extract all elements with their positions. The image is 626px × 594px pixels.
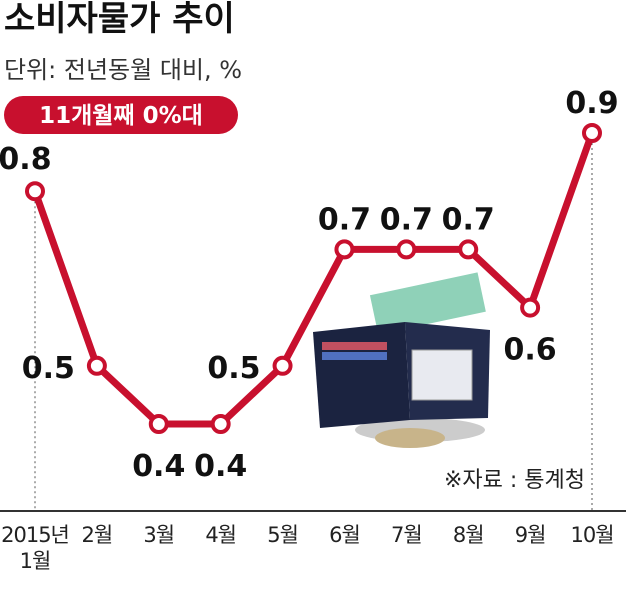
x-tick-label: 10월 <box>570 523 614 547</box>
value-label: 0.6 <box>504 333 557 368</box>
point <box>148 414 169 434</box>
wallet-illustration <box>313 272 490 448</box>
point <box>582 123 602 143</box>
value-label: 0.4 <box>194 449 247 484</box>
chart-title: 소비자물가 추이 <box>4 0 235 39</box>
x-tick-label: 4월 <box>205 523 237 547</box>
annotation: 11개월째 0%대 <box>39 103 203 129</box>
chart-subtitle: 단위: 전년동월 대비, % <box>4 56 242 84</box>
point <box>396 239 417 260</box>
x-tick-label: 2015년 1월 <box>1 523 70 573</box>
value-label: 0.8 <box>0 142 52 177</box>
value-label: 0.5 <box>22 351 75 386</box>
x-tick-label: 7월 <box>390 523 423 547</box>
point <box>25 181 45 202</box>
point <box>210 414 231 434</box>
point <box>520 297 541 318</box>
value-label: 0.7 <box>318 202 371 237</box>
x-tick-label: 6월 <box>329 523 361 547</box>
line <box>31 131 596 428</box>
point <box>272 355 293 376</box>
annotation-badge <box>4 96 238 134</box>
x-tick-label: 3월 <box>143 523 175 547</box>
value-label: 0.9 <box>565 86 618 121</box>
value-label: 0.7 <box>442 202 495 237</box>
x-tick-label: 5월 <box>267 523 299 547</box>
source: ※자료 : 통계청 <box>444 468 585 493</box>
point <box>458 239 479 260</box>
x-tick-label: 9월 <box>514 523 547 547</box>
x-tick-label: 2월 <box>81 523 114 547</box>
x-tick-label: 8월 <box>452 523 485 547</box>
value-label: 0.5 <box>207 351 260 386</box>
value-label: 0.4 <box>132 449 185 484</box>
point <box>86 355 107 376</box>
value-label: 0.7 <box>380 202 433 237</box>
point <box>334 239 355 260</box>
